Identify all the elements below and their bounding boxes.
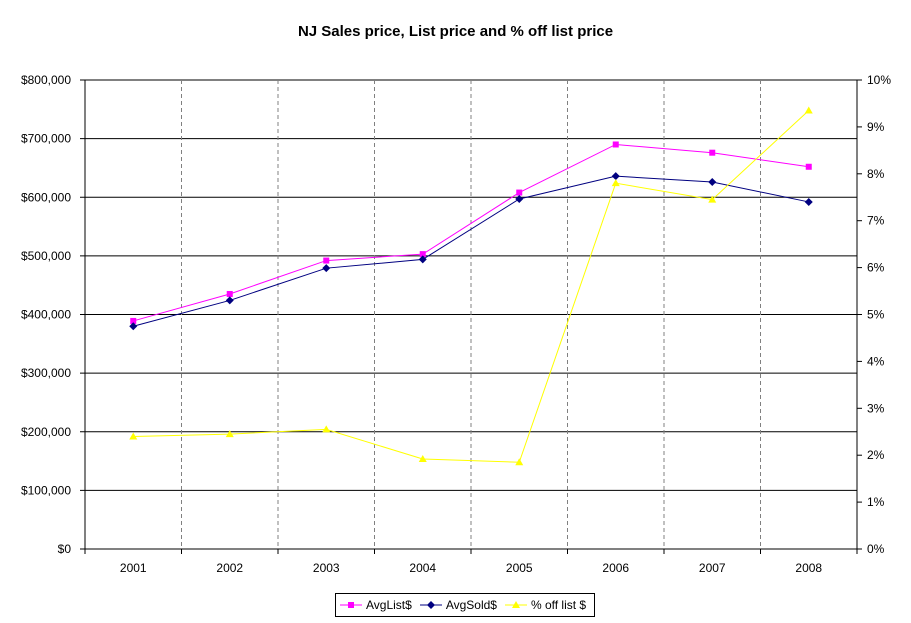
series-line-avglist bbox=[133, 143, 809, 322]
y-left-tick-label: $0 bbox=[58, 542, 72, 556]
data-point-avglist bbox=[226, 290, 233, 297]
legend-swatch bbox=[419, 601, 442, 609]
y-right-tick-label: 0% bbox=[867, 542, 885, 556]
legend-entry: % off list $ bbox=[504, 598, 587, 612]
legend-label: AvgSold$ bbox=[445, 598, 497, 612]
legend-label: % off list $ bbox=[530, 598, 587, 612]
legend: AvgList$ AvgSold$ % off list $ bbox=[335, 593, 596, 617]
data-point-off-list bbox=[322, 425, 331, 433]
y-right-tick-label: 10% bbox=[867, 73, 891, 87]
legend-swatch bbox=[340, 602, 362, 608]
data-point-off-list bbox=[804, 106, 813, 114]
x-tick-label: 2003 bbox=[313, 561, 340, 575]
y-left-tick-label: $100,000 bbox=[21, 483, 71, 497]
data-point-off-list bbox=[225, 430, 234, 438]
series-line-avgsold bbox=[133, 175, 809, 327]
chart-title: NJ Sales price, List price and % off lis… bbox=[297, 23, 614, 40]
legend-label: AvgList$ bbox=[366, 598, 412, 612]
grid-lines bbox=[85, 79, 857, 549]
data-point-avgsold bbox=[515, 195, 524, 204]
data-point-avgsold bbox=[129, 322, 138, 331]
data-point-avgsold bbox=[225, 296, 234, 305]
y-left-tick-label: $800,000 bbox=[21, 73, 71, 87]
data-point-avglist bbox=[130, 317, 137, 324]
data-point-avglist bbox=[612, 141, 619, 148]
y-right-tick-label: 6% bbox=[867, 261, 885, 275]
series-line-off-list bbox=[133, 110, 810, 463]
y-right-tick-label: 7% bbox=[867, 214, 885, 228]
x-tick-label: 2004 bbox=[409, 561, 436, 575]
y-left-tick-label: $300,000 bbox=[21, 366, 71, 380]
x-tick-label: 2006 bbox=[602, 561, 629, 575]
data-point-avglist bbox=[709, 149, 716, 156]
x-tick-label: 2002 bbox=[216, 561, 243, 575]
legend-swatch-marker bbox=[511, 601, 520, 608]
x-tick-label: 2008 bbox=[795, 561, 822, 575]
data-point-avgsold bbox=[322, 264, 331, 273]
legend-entry: AvgList$ bbox=[340, 598, 412, 612]
data-point-avglist bbox=[323, 257, 330, 264]
series-lines bbox=[133, 110, 810, 463]
data-point-off-list bbox=[129, 432, 138, 440]
y-right-tick-label: 2% bbox=[867, 448, 885, 462]
y-right-tick-label: 9% bbox=[867, 120, 885, 134]
y-left-tick-label: $400,000 bbox=[21, 308, 71, 322]
data-point-off-list bbox=[418, 454, 427, 462]
x-tick-label: 2007 bbox=[699, 561, 726, 575]
data-point-avglist bbox=[419, 251, 426, 258]
x-tick-label: 2001 bbox=[120, 561, 147, 575]
data-point-avglist bbox=[805, 163, 812, 170]
data-point-off-list bbox=[708, 195, 717, 203]
legend-swatch-marker bbox=[348, 602, 354, 608]
y-right-tick-label: 5% bbox=[867, 308, 885, 322]
y-right-tick-label: 3% bbox=[867, 401, 885, 415]
axes: $0 $100,000 $200,000 $300,000 $400,000 $500,0… bbox=[21, 73, 891, 575]
y-left-tick-label: $600,000 bbox=[21, 190, 71, 204]
y-left-tick-label: $200,000 bbox=[21, 425, 71, 439]
data-point-off-list bbox=[611, 179, 620, 187]
y-right-tick-label: 1% bbox=[867, 495, 885, 509]
legend-swatch-marker bbox=[426, 601, 435, 609]
data-point-avglist bbox=[516, 189, 523, 196]
y-left-tick-label: $500,000 bbox=[21, 249, 71, 263]
series-markers bbox=[129, 106, 813, 466]
y-right-tick-label: 8% bbox=[867, 167, 885, 181]
y-right-tick-label: 4% bbox=[867, 354, 885, 368]
legend-swatch bbox=[504, 601, 527, 608]
x-tick-label: 2005 bbox=[506, 561, 533, 575]
y-left-tick-label: $700,000 bbox=[21, 132, 71, 146]
data-point-avgsold bbox=[708, 178, 717, 187]
data-point-avgsold bbox=[804, 197, 813, 206]
data-point-avgsold bbox=[611, 172, 620, 181]
data-point-avgsold bbox=[418, 255, 427, 264]
legend-entry: AvgSold$ bbox=[419, 598, 497, 612]
data-point-off-list bbox=[515, 458, 524, 466]
